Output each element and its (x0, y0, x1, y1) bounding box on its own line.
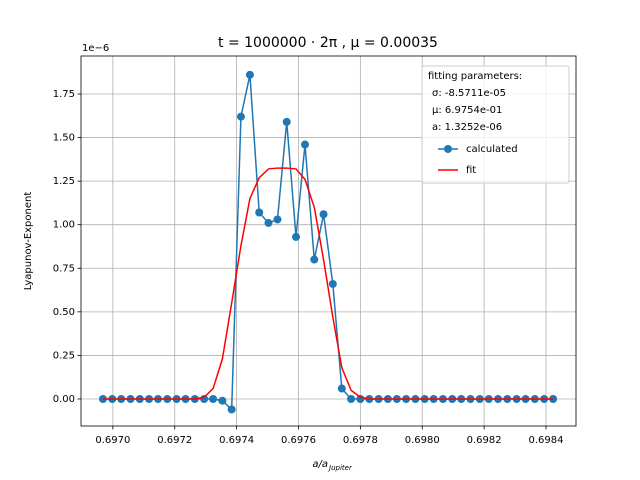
y-tick-label: 1.25 (53, 176, 75, 187)
legend-param: μ: 6.9754e-01 (432, 105, 502, 116)
plot-frame (80, 55, 577, 427)
legend-box (421, 65, 570, 184)
data-point (292, 232, 301, 241)
y-axis-label: Lyapunov-Exponent (23, 192, 34, 291)
legend-param: a: 1.3252e-06 (432, 122, 502, 133)
y-tick-label: 1.00 (53, 220, 75, 231)
data-point (273, 215, 282, 224)
data-point (255, 208, 264, 217)
x-tick-label: 0.6980 (405, 435, 440, 446)
y-tick-label: 1.75 (53, 89, 75, 100)
legend-marker (444, 145, 452, 153)
x-tick-label: 0.6984 (528, 435, 563, 446)
y-tick-label: 0.25 (53, 350, 75, 361)
data-point (347, 394, 356, 403)
data-point (337, 384, 346, 393)
x-tick-label: 0.6978 (343, 435, 378, 446)
y-tick-label: 1.50 (53, 133, 75, 144)
data-point (245, 70, 254, 79)
x-tick-label: 0.6974 (219, 435, 254, 446)
data-point (236, 112, 245, 121)
data-point (218, 396, 227, 405)
x-axis-label-sub: Jupiter (327, 464, 353, 472)
x-tick-label: 0.6976 (281, 435, 316, 446)
series-line (102, 167, 554, 400)
legend: fitting parameters: σ: -8.5711e-05 μ: 6.97… (421, 65, 570, 184)
x-tick-label: 0.6972 (157, 435, 192, 446)
y-offset-text: 1e−6 (82, 43, 109, 54)
y-tick-label: 0.75 (53, 263, 75, 274)
x-tick-label: 0.6982 (467, 435, 502, 446)
data-point (310, 255, 319, 264)
data-point (200, 394, 209, 403)
data-point (356, 394, 365, 403)
legend-param: σ: -8.5711e-05 (432, 88, 506, 99)
legend-label: fit (466, 165, 476, 176)
data-point (300, 140, 309, 149)
x-tick-label: 0.6970 (95, 435, 130, 446)
data-point (328, 279, 337, 288)
data-point (209, 394, 218, 403)
y-tick-label: 0.50 (53, 307, 75, 318)
data-point (227, 405, 236, 414)
data-point (264, 218, 273, 227)
data-point (282, 117, 291, 126)
legend-label: calculated (466, 144, 518, 155)
legend-title: fitting parameters: (428, 71, 522, 82)
data-point (319, 210, 328, 219)
y-tick-label: 0.00 (53, 394, 75, 405)
x-axis-label: a/a (312, 459, 328, 470)
chart-title: t = 1000000 · 2π , μ = 0.00035 (218, 35, 438, 51)
